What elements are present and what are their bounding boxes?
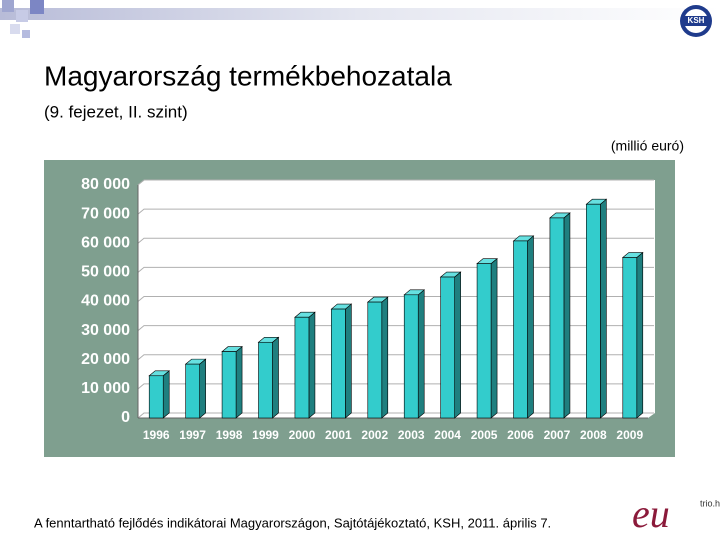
y-tick-label: 20 000 bbox=[81, 351, 130, 368]
x-tick-label: 2007 bbox=[544, 428, 571, 442]
logo-sub: trio.hu bbox=[700, 498, 720, 508]
y-tick-label: 50 000 bbox=[81, 264, 130, 281]
bar bbox=[622, 257, 638, 419]
bar bbox=[331, 308, 346, 419]
x-tick-label: 1996 bbox=[143, 428, 170, 442]
bar bbox=[367, 301, 383, 419]
bar-side bbox=[162, 370, 170, 419]
bar bbox=[440, 276, 455, 419]
plot: 0 10 000 20 000 30 000 40 000 50 000 60 000 70 … bbox=[81, 176, 654, 442]
bar bbox=[549, 217, 565, 419]
y-tick-label: 60 000 bbox=[81, 234, 130, 251]
bar-side bbox=[235, 345, 243, 419]
y-tick-label: 0 bbox=[121, 409, 130, 426]
x-tick-label: 1998 bbox=[216, 428, 243, 442]
logo-text: KSH bbox=[688, 16, 705, 25]
bar-side bbox=[199, 358, 206, 419]
y-tick-label: 70 000 bbox=[81, 205, 130, 222]
bar bbox=[403, 294, 419, 419]
y-tick-label: 40 000 bbox=[81, 293, 130, 310]
x-tick-label: 1999 bbox=[252, 428, 279, 442]
plot-area bbox=[138, 180, 655, 418]
logo-text: eu bbox=[632, 491, 670, 536]
bar-side bbox=[345, 303, 352, 419]
decoration bbox=[0, 0, 720, 38]
bar-side bbox=[490, 257, 498, 419]
subtitle: (9. fejezet, II. szint) bbox=[44, 102, 188, 121]
bar bbox=[294, 316, 310, 419]
bar-side bbox=[636, 251, 644, 419]
bar bbox=[185, 363, 200, 419]
ksh-logo: KSH bbox=[680, 5, 712, 37]
bar-side bbox=[454, 271, 461, 419]
x-tick-label: 2006 bbox=[507, 428, 534, 442]
bar-side bbox=[417, 289, 425, 419]
x-tick-label: 1997 bbox=[179, 428, 206, 442]
bar bbox=[148, 375, 164, 419]
x-tick-label: 2000 bbox=[289, 428, 316, 442]
grid-line bbox=[137, 208, 654, 215]
x-tick-label: 2005 bbox=[471, 428, 498, 442]
grid-line bbox=[137, 237, 654, 244]
y-tick-label: 30 000 bbox=[81, 322, 130, 339]
bar bbox=[513, 240, 528, 419]
eu-logo: eu trio.hu bbox=[632, 491, 720, 536]
y-tick-label: 80 000 bbox=[81, 176, 130, 193]
bar-side bbox=[272, 336, 279, 419]
x-tick-label: 2009 bbox=[616, 428, 643, 442]
x-tick-label: 2004 bbox=[434, 428, 461, 442]
source: A fenntartható fejlődés indikátorai Magy… bbox=[34, 515, 551, 530]
y-tick-label: 10 000 bbox=[81, 380, 130, 397]
x-tick-label: 2008 bbox=[580, 428, 607, 442]
bar bbox=[586, 203, 601, 419]
bar-side bbox=[527, 235, 534, 419]
unit-label: (millió euró) bbox=[611, 138, 684, 154]
x-tick-label: 2001 bbox=[325, 428, 352, 442]
bar-side bbox=[308, 311, 316, 419]
x-tick-label: 2002 bbox=[361, 428, 388, 442]
bar-side bbox=[600, 198, 607, 419]
bar bbox=[221, 351, 237, 419]
bar-side bbox=[381, 296, 389, 419]
bar bbox=[476, 263, 492, 419]
bar bbox=[258, 341, 273, 419]
bar-side bbox=[563, 212, 571, 419]
grid-line bbox=[137, 179, 654, 186]
x-tick-label: 2003 bbox=[398, 428, 425, 442]
title: Magyarország termékbehozatala bbox=[44, 60, 452, 91]
